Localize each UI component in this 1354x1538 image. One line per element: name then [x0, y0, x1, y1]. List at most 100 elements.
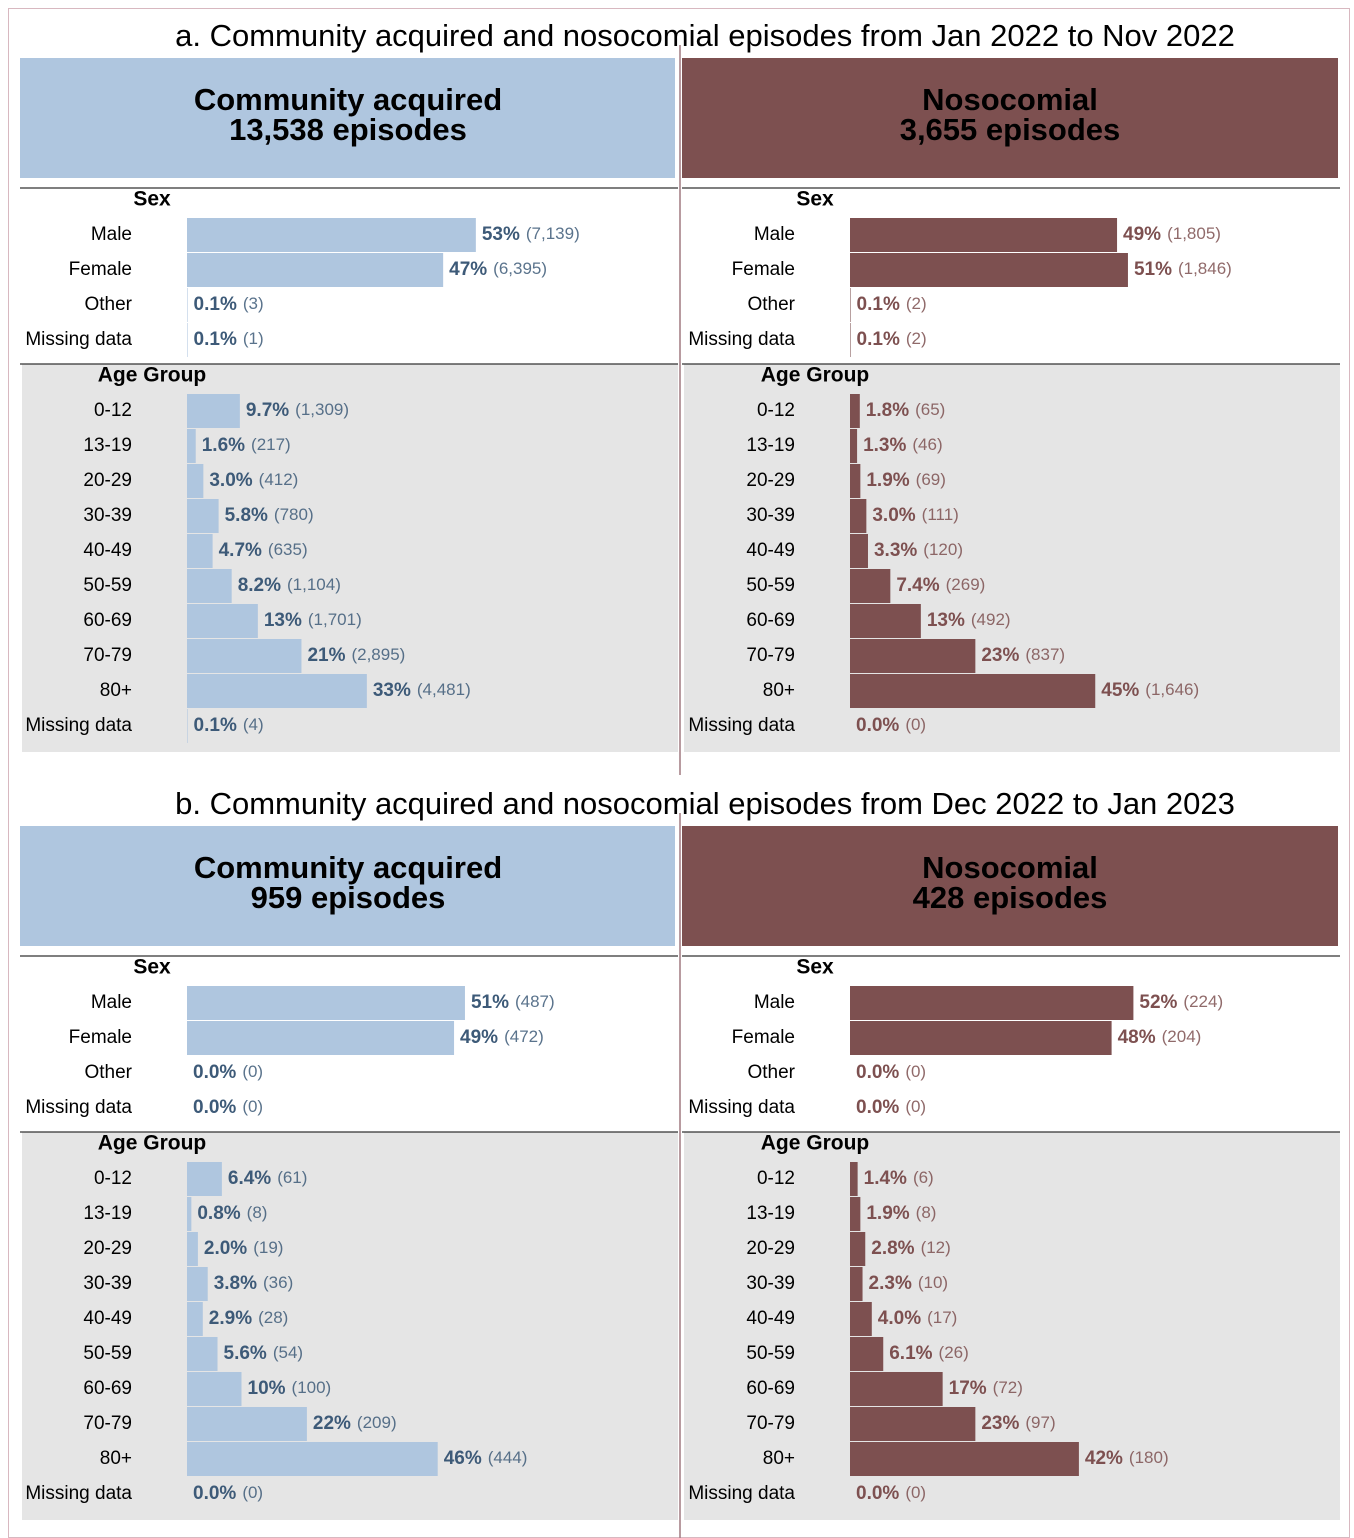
- percent-label: 1.4%: [864, 1168, 907, 1189]
- count-label: (7,139): [526, 224, 580, 243]
- bar: [850, 986, 1134, 1020]
- percent-label: 7.4%: [896, 575, 939, 596]
- category-label: 13-19: [83, 435, 132, 456]
- value-label: 5.6% (54): [224, 1343, 304, 1364]
- category-label: 40-49: [746, 1308, 795, 1329]
- count-label: (6,395): [493, 259, 547, 278]
- category-label: 13-19: [83, 1203, 132, 1224]
- panel-title: a. Community acquired and nosocomial epi…: [175, 18, 1235, 53]
- bar: [850, 499, 867, 533]
- percent-label: 1.3%: [863, 435, 906, 456]
- bar: [850, 569, 891, 603]
- count-label: (180): [1129, 1448, 1169, 1467]
- header-box: [20, 826, 675, 946]
- value-label: 0.1% (2): [857, 294, 927, 315]
- count-label: (269): [946, 575, 986, 594]
- percent-label: 0.0%: [856, 715, 899, 736]
- value-label: 2.8% (12): [871, 1238, 951, 1259]
- count-label: (1,701): [308, 610, 362, 629]
- value-label: 6.1% (26): [889, 1343, 969, 1364]
- count-label: (3): [243, 294, 264, 313]
- count-label: (0): [242, 1097, 263, 1116]
- count-label: (487): [515, 992, 555, 1011]
- count-label: (19): [253, 1238, 283, 1257]
- count-label: (0): [905, 1062, 926, 1081]
- count-label: (10): [918, 1273, 948, 1292]
- category-label: 30-39: [746, 1273, 795, 1294]
- count-label: (36): [263, 1273, 293, 1292]
- value-label: 0.0% (0): [193, 1097, 263, 1118]
- percent-label: 5.6%: [224, 1343, 267, 1364]
- count-label: (54): [273, 1343, 303, 1362]
- percent-label: 0.1%: [857, 329, 900, 350]
- count-label: (204): [1162, 1027, 1202, 1046]
- count-label: (224): [1183, 992, 1223, 1011]
- header-title: Community acquired: [194, 850, 502, 885]
- value-label: 0.0% (0): [856, 1483, 926, 1504]
- category-label: 60-69: [83, 610, 132, 631]
- value-label: 9.7% (1,309): [246, 400, 349, 421]
- percent-label: 2.8%: [871, 1238, 914, 1259]
- category-label: 13-19: [746, 1203, 795, 1224]
- percent-label: 47%: [449, 259, 487, 280]
- value-label: 53% (7,139): [482, 224, 580, 245]
- percent-label: 9.7%: [246, 400, 289, 421]
- bar: [850, 288, 851, 322]
- header-subtitle: 428 episodes: [913, 880, 1108, 915]
- percent-label: 5.8%: [225, 505, 268, 526]
- category-label: 40-49: [83, 540, 132, 561]
- count-label: (1): [243, 329, 264, 348]
- category-label: 70-79: [746, 1413, 795, 1434]
- category-label: 70-79: [83, 645, 132, 666]
- category-label: Other: [747, 1062, 795, 1083]
- count-label: (72): [993, 1378, 1023, 1397]
- category-label: Missing data: [25, 1097, 132, 1118]
- value-label: 8.2% (1,104): [238, 575, 341, 596]
- count-label: (4,481): [417, 680, 471, 699]
- bar: [187, 534, 213, 568]
- percent-label: 3.8%: [214, 1273, 257, 1294]
- percent-label: 10%: [248, 1378, 286, 1399]
- percent-label: 51%: [471, 992, 509, 1013]
- percent-label: 53%: [482, 224, 520, 245]
- section-title: Age Group: [761, 1132, 870, 1155]
- value-label: 0.0% (0): [193, 1483, 263, 1504]
- value-label: 3.3% (120): [874, 540, 963, 561]
- bar: [187, 674, 367, 708]
- category-label: Missing data: [25, 329, 132, 350]
- bar: [850, 464, 861, 498]
- bar: [850, 429, 858, 463]
- bar: [850, 1442, 1079, 1476]
- category-label: Male: [91, 224, 132, 245]
- bar: [187, 986, 465, 1020]
- category-label: 0-12: [757, 400, 795, 421]
- count-label: (2): [906, 329, 927, 348]
- count-label: (837): [1025, 645, 1065, 664]
- percent-label: 49%: [1123, 224, 1161, 245]
- category-label: 0-12: [94, 1168, 132, 1189]
- category-label: Other: [84, 294, 132, 315]
- category-label: 13-19: [746, 435, 795, 456]
- value-label: 1.9% (8): [866, 1203, 936, 1224]
- category-label: Female: [732, 259, 795, 280]
- percent-label: 45%: [1101, 680, 1139, 701]
- value-label: 4.7% (635): [219, 540, 308, 561]
- count-label: (635): [268, 540, 308, 559]
- percent-label: 0.0%: [193, 1483, 236, 1504]
- bar: [187, 323, 188, 357]
- value-label: 13% (492): [927, 610, 1011, 631]
- percent-label: 13%: [927, 610, 965, 631]
- category-label: 50-59: [746, 575, 795, 596]
- count-label: (8): [247, 1203, 268, 1222]
- percent-label: 33%: [373, 680, 411, 701]
- count-label: (0): [242, 1483, 263, 1502]
- percent-label: 52%: [1139, 992, 1177, 1013]
- count-label: (2): [906, 294, 927, 313]
- percent-label: 6.4%: [228, 1168, 271, 1189]
- value-label: 0.1% (2): [857, 329, 927, 350]
- category-label: 40-49: [746, 540, 795, 561]
- percent-label: 0.1%: [194, 294, 237, 315]
- category-label: 70-79: [83, 1413, 132, 1434]
- value-label: 1.9% (69): [866, 470, 946, 491]
- count-label: (472): [504, 1027, 544, 1046]
